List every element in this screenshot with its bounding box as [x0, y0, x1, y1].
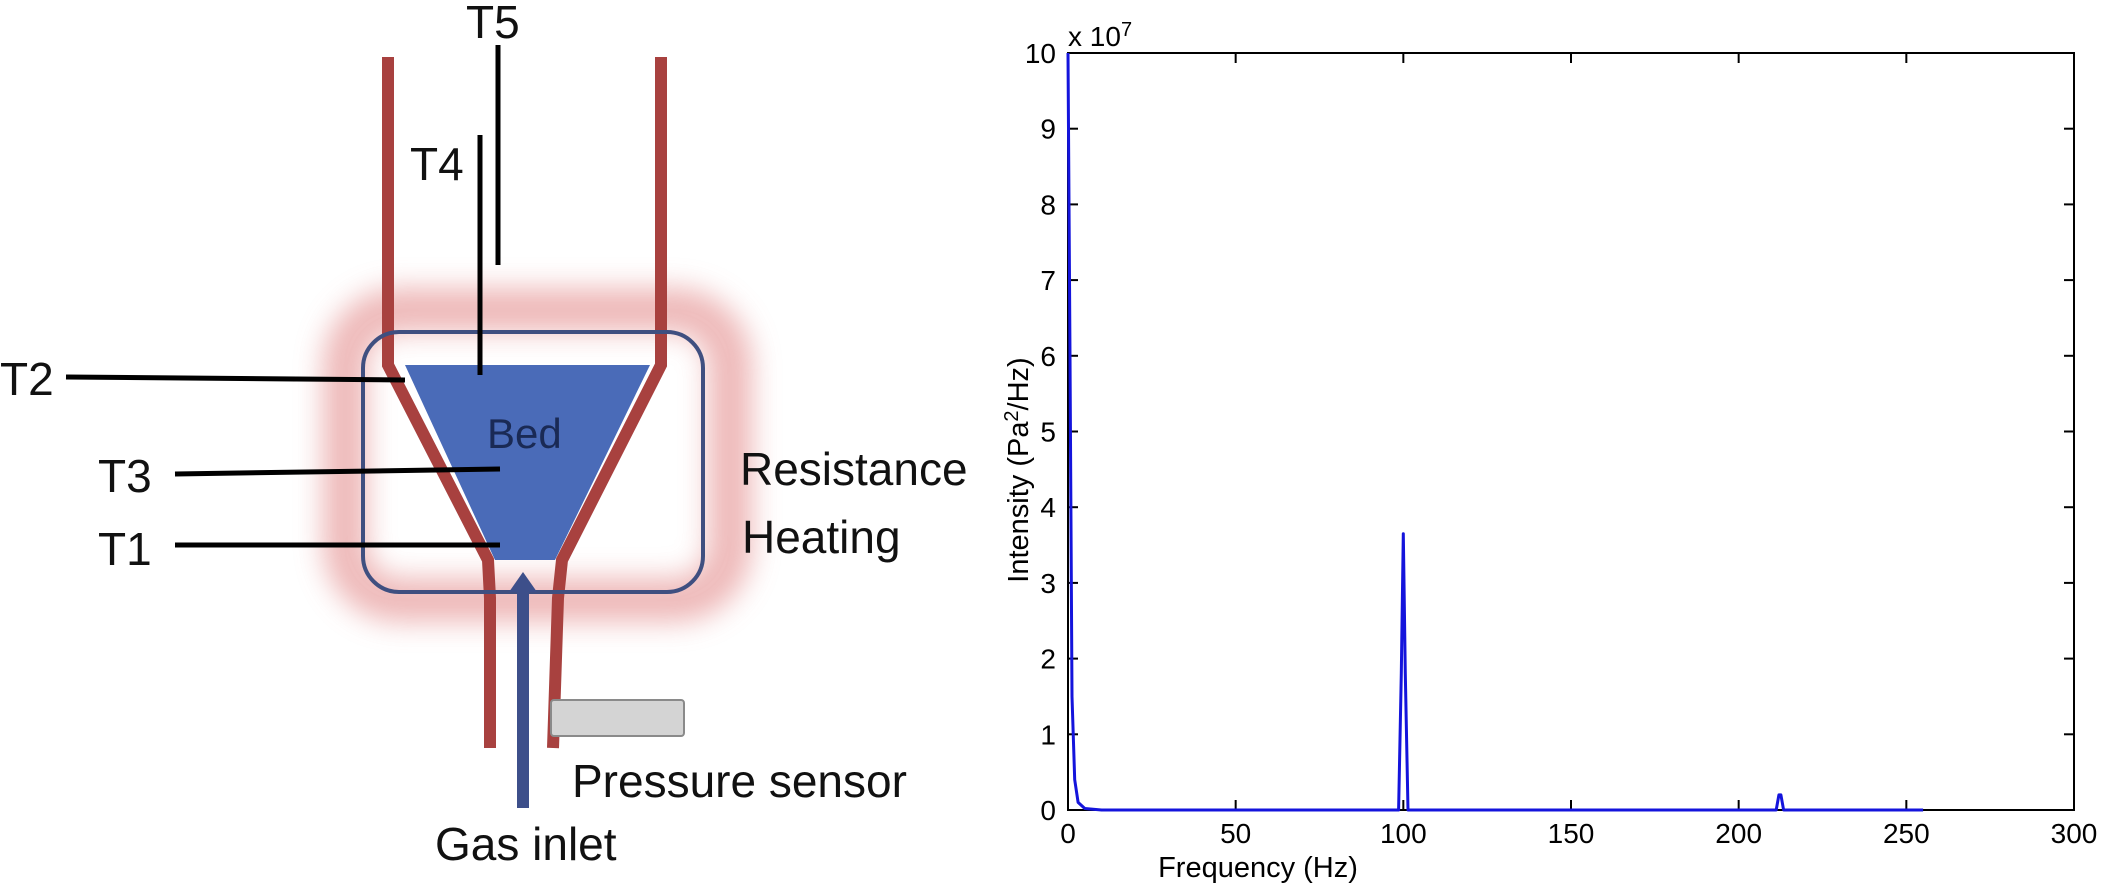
- x-tick-label: 100: [1380, 818, 1427, 849]
- bed-shape: [405, 365, 650, 560]
- series-layer: [1066, 52, 1924, 812]
- plot-area-frame: [1067, 52, 2075, 811]
- t2-probe: [65, 374, 406, 383]
- x-tick-label: 250: [1883, 818, 1930, 849]
- x-axis-title: Frequency (Hz): [1158, 852, 1358, 884]
- thermocouple-lines: [65, 45, 501, 548]
- spectrum-series-line: [1066, 52, 1924, 812]
- y-axis-title: Intensity (Pa2/Hz): [1001, 357, 1035, 582]
- label-t5: T5: [466, 0, 520, 48]
- spectrum-chart: 0 50 100 150 200 250 300 0 1 2 3 4 5 6 7 8 9 10 x 107 Fr…: [1001, 19, 2097, 884]
- label-heating: Heating: [742, 511, 901, 563]
- y-tick-label: 8: [1040, 189, 1056, 220]
- x-tick-label: 200: [1715, 818, 1762, 849]
- y-tick-label: 6: [1040, 341, 1056, 372]
- left-wall: [382, 57, 496, 748]
- label-gas-inlet: Gas inlet: [435, 818, 617, 870]
- gas-inlet-arrow: [509, 572, 537, 808]
- y-tick-label: 10: [1025, 38, 1056, 69]
- reactor-diagram: T5 T4 T2 T3 T1 Bed Resistance Heating Pr…: [0, 0, 968, 870]
- x-tick-label: 0: [1060, 818, 1076, 849]
- y-tick-label: 1: [1040, 719, 1056, 750]
- pressure-sensor-box: [550, 699, 685, 737]
- y-tick-label: 3: [1040, 568, 1056, 599]
- right-wall: [547, 57, 667, 749]
- label-t1: T1: [98, 523, 152, 575]
- x-tick-label: 150: [1548, 818, 1595, 849]
- y-axis-ticks: 0 1 2 3 4 5 6 7 8 9 10: [1025, 38, 2074, 826]
- gas-inlet-arrowhead: [509, 572, 537, 592]
- label-bed: Bed: [487, 410, 562, 457]
- label-t4: T4: [410, 138, 464, 190]
- y-tick-label: 9: [1040, 114, 1056, 145]
- gas-inlet-shaft: [517, 590, 529, 808]
- label-t2: T2: [0, 353, 54, 405]
- y-tick-label: 4: [1040, 492, 1056, 523]
- x-tick-label: 300: [2051, 818, 2098, 849]
- y-tick-label: 7: [1040, 265, 1056, 296]
- x-tick-label: 50: [1220, 818, 1251, 849]
- label-pressure-sensor: Pressure sensor: [572, 755, 907, 807]
- y-axis-multiplier: x 107: [1068, 19, 1132, 52]
- resistance-heater-glow: [323, 288, 752, 622]
- y-tick-label: 5: [1040, 417, 1056, 448]
- x-axis-ticks: 0 50 100 150 200 250 300: [1060, 53, 2097, 849]
- label-t3: T3: [98, 450, 152, 502]
- label-resistance: Resistance: [740, 443, 968, 495]
- y-tick-label: 2: [1040, 644, 1056, 675]
- reactor-walls: [382, 57, 667, 749]
- y-tick-label: 0: [1040, 795, 1056, 826]
- t3-probe: [174, 466, 501, 477]
